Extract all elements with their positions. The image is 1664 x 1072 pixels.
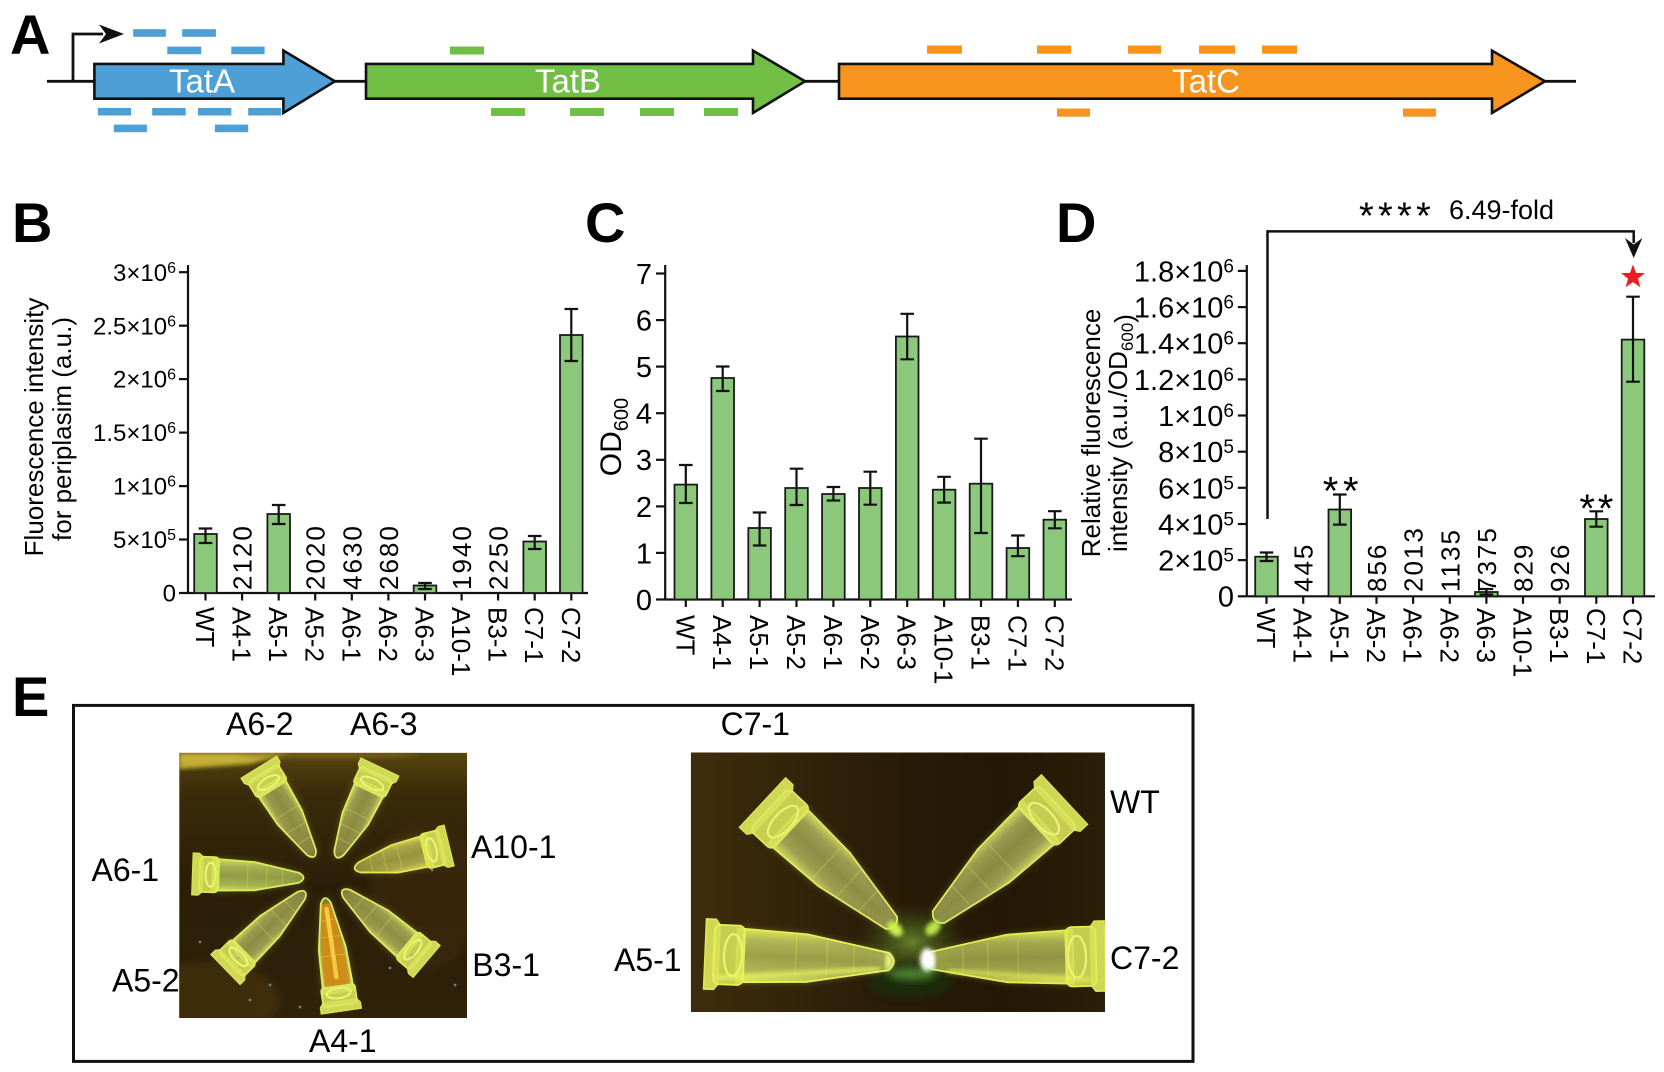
svg-text:856: 856 <box>1362 543 1392 592</box>
svg-text:3: 3 <box>636 445 652 477</box>
svg-text:A: A <box>10 3 50 66</box>
svg-text:2250: 2250 <box>484 524 514 590</box>
svg-text:A6-2: A6-2 <box>1434 608 1464 663</box>
svg-text:5×105: 5×105 <box>113 527 176 554</box>
svg-text:WT: WT <box>190 607 220 648</box>
svg-text:6: 6 <box>636 305 652 337</box>
svg-text:C: C <box>585 191 625 254</box>
svg-text:for periplasim (a.u.): for periplasim (a.u.) <box>47 317 77 541</box>
svg-text:E: E <box>12 665 49 728</box>
svg-text:A5-1: A5-1 <box>614 942 682 978</box>
svg-text:8×105: 8×105 <box>1158 437 1234 469</box>
svg-text:B3-1: B3-1 <box>1544 608 1574 663</box>
svg-text:B3-1: B3-1 <box>966 615 996 670</box>
svg-text:WT: WT <box>670 615 700 656</box>
svg-text:A4-1: A4-1 <box>227 607 257 662</box>
svg-text:A5-2: A5-2 <box>781 615 811 670</box>
svg-text:TatB: TatB <box>535 63 601 100</box>
svg-text:445: 445 <box>1289 543 1319 592</box>
svg-text:1.4×106: 1.4×106 <box>1134 329 1234 361</box>
svg-text:C7-1: C7-1 <box>1002 615 1032 671</box>
svg-text:A5-2: A5-2 <box>300 607 330 662</box>
svg-text:TatA: TatA <box>169 63 235 100</box>
svg-text:A6-1: A6-1 <box>92 852 160 888</box>
svg-text:5: 5 <box>636 352 652 384</box>
svg-text:1×106: 1×106 <box>1158 401 1234 433</box>
svg-text:829: 829 <box>1509 543 1539 592</box>
svg-text:A6-2: A6-2 <box>226 706 294 742</box>
svg-text:WT: WT <box>1251 608 1281 649</box>
svg-text:OD600: OD600 <box>595 398 633 476</box>
svg-text:A5-1: A5-1 <box>744 615 774 670</box>
svg-text:2.5×106: 2.5×106 <box>93 313 176 340</box>
svg-text:Fluorescence intensity: Fluorescence intensity <box>19 298 49 557</box>
svg-text:6.49-fold: 6.49-fold <box>1449 195 1554 225</box>
svg-text:0: 0 <box>636 585 652 617</box>
svg-text:A4-1: A4-1 <box>309 1023 377 1059</box>
svg-text:A6-1: A6-1 <box>1398 608 1428 663</box>
svg-text:C7-2: C7-2 <box>1618 608 1648 664</box>
svg-text:C7-2: C7-2 <box>1110 940 1179 976</box>
svg-text:A6-3: A6-3 <box>350 706 418 742</box>
svg-text:C7-1: C7-1 <box>519 607 549 663</box>
svg-text:6×105: 6×105 <box>1158 473 1234 505</box>
svg-text:4630: 4630 <box>337 524 367 590</box>
svg-text:A6-1: A6-1 <box>818 615 848 670</box>
svg-text:C7-1: C7-1 <box>1581 608 1611 664</box>
svg-text:A6-2: A6-2 <box>855 615 885 670</box>
svg-text:1.2×106: 1.2×106 <box>1134 365 1234 397</box>
svg-text:1.5×106: 1.5×106 <box>93 420 176 447</box>
svg-text:A5-1: A5-1 <box>1324 608 1354 663</box>
svg-text:1.6×106: 1.6×106 <box>1134 293 1234 325</box>
svg-text:7: 7 <box>636 259 652 291</box>
svg-text:A6-1: A6-1 <box>336 607 366 662</box>
svg-text:926: 926 <box>1545 543 1575 592</box>
svg-text:****: **** <box>1359 195 1435 237</box>
svg-text:A6-2: A6-2 <box>373 607 403 662</box>
svg-text:2: 2 <box>636 492 652 524</box>
svg-text:A10-1: A10-1 <box>446 607 476 676</box>
svg-text:1: 1 <box>636 538 652 570</box>
svg-text:B: B <box>12 191 52 254</box>
svg-text:A4-1: A4-1 <box>707 615 737 670</box>
svg-text:A6-3: A6-3 <box>892 615 922 670</box>
svg-text:TatC: TatC <box>1172 63 1240 100</box>
svg-text:0: 0 <box>163 581 176 608</box>
svg-text:C7-2: C7-2 <box>556 607 586 663</box>
svg-text:2013: 2013 <box>1399 526 1429 592</box>
svg-text:0: 0 <box>1218 582 1234 614</box>
svg-text:3×106: 3×106 <box>113 260 176 287</box>
svg-text:D: D <box>1056 191 1096 254</box>
svg-text:B3-1: B3-1 <box>472 947 540 983</box>
svg-text:A5-2: A5-2 <box>1361 608 1391 663</box>
svg-text:Relative fluorescence: Relative fluorescence <box>1076 309 1106 558</box>
svg-text:2×106: 2×106 <box>113 367 176 394</box>
svg-text:4×105: 4×105 <box>1158 509 1234 541</box>
svg-text:2×105: 2×105 <box>1158 546 1234 578</box>
svg-text:4: 4 <box>636 399 652 431</box>
svg-text:WT: WT <box>1110 784 1160 820</box>
svg-text:2680: 2680 <box>374 524 404 590</box>
svg-text:**: ** <box>1323 469 1364 513</box>
svg-text:**: ** <box>1579 487 1616 531</box>
svg-text:C7-1: C7-1 <box>721 706 790 742</box>
svg-text:1135: 1135 <box>1435 528 1465 592</box>
svg-text:7375: 7375 <box>1472 526 1502 592</box>
svg-text:1940: 1940 <box>447 524 477 590</box>
svg-text:C7-2: C7-2 <box>1039 615 1069 671</box>
svg-text:1×106: 1×106 <box>113 474 176 501</box>
svg-text:1.8×106: 1.8×106 <box>1134 256 1234 288</box>
svg-text:2120: 2120 <box>228 524 258 590</box>
svg-text:A4-1: A4-1 <box>1288 608 1318 663</box>
svg-text:A6-3: A6-3 <box>1471 608 1501 663</box>
svg-text:A10-1: A10-1 <box>1508 608 1538 677</box>
svg-text:2020: 2020 <box>301 524 331 590</box>
svg-text:A10-1: A10-1 <box>471 829 556 865</box>
svg-text:B3-1: B3-1 <box>483 607 513 662</box>
svg-text:A5-1: A5-1 <box>263 607 293 662</box>
svg-text:A6-3: A6-3 <box>409 607 439 662</box>
svg-text:A5-2: A5-2 <box>112 963 180 999</box>
svg-text:A10-1: A10-1 <box>929 615 959 684</box>
